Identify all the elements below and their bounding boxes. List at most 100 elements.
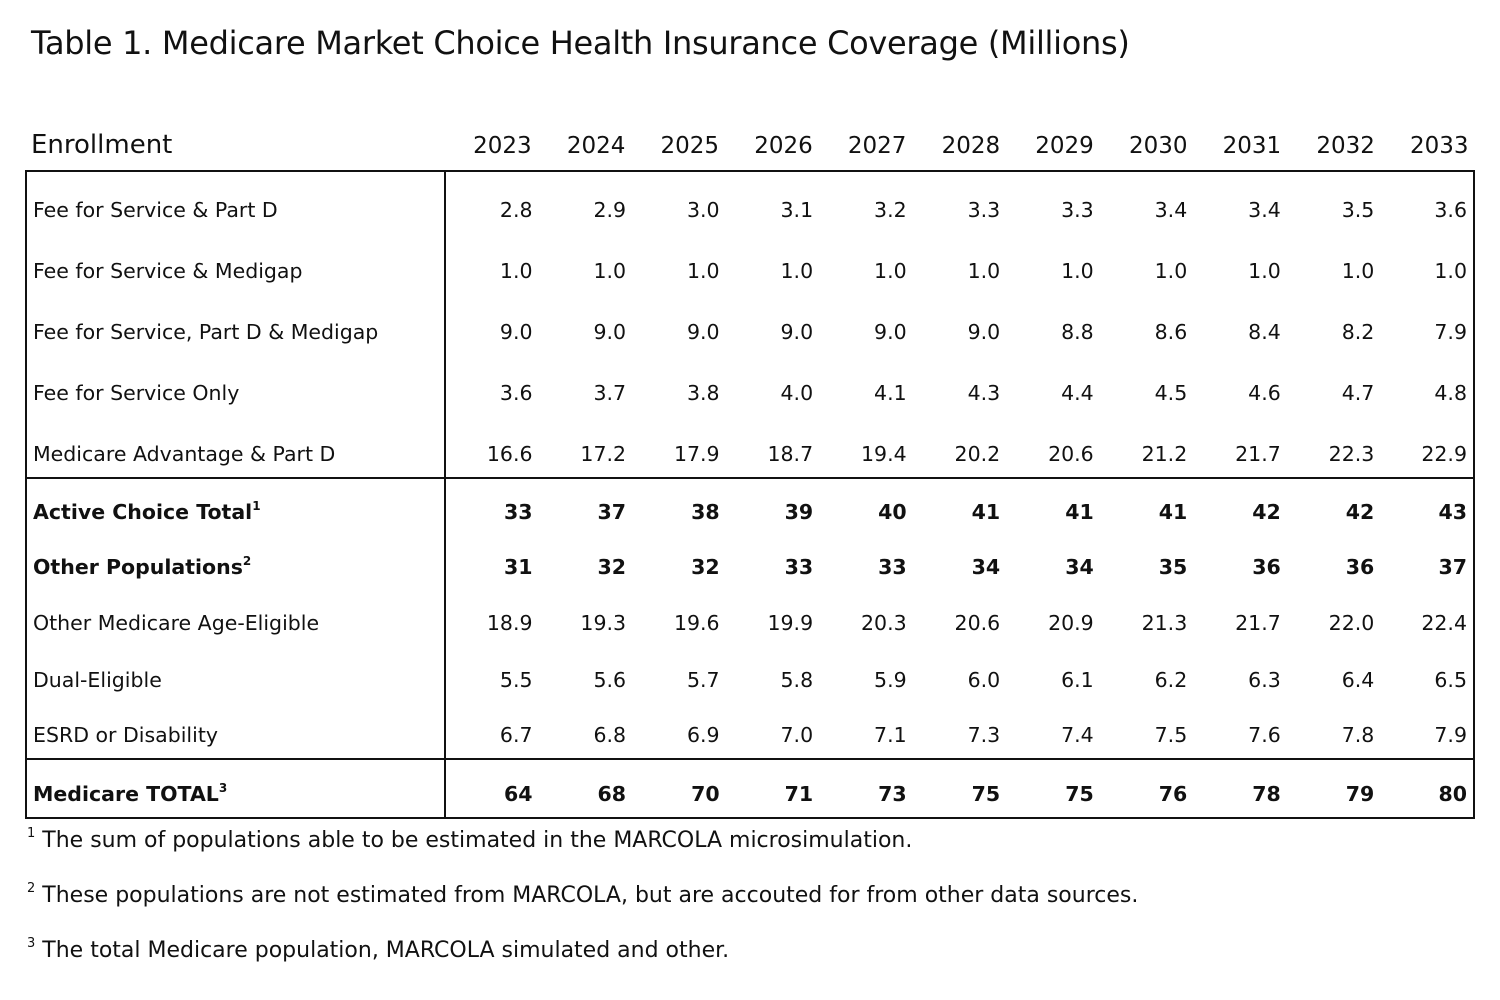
table-cell: 4.8 (1380, 355, 1475, 417)
table-cell: 78 (1193, 757, 1287, 819)
table-cell: 6.1 (1061, 667, 1094, 692)
table-cell: 21.7 (1235, 611, 1281, 636)
table-cell: 4.3 (967, 381, 1001, 406)
row-label-text: Medicare TOTAL (33, 782, 219, 807)
table-row: Fee for Service, Part D & Medigap 9.0 9.0 9… (25, 294, 1475, 356)
footnote: 2 These populations are not estimated fr… (27, 881, 1138, 908)
row-label: Other Populations2 (25, 534, 446, 591)
row-label-text: Other Medicare Age-Eligible (33, 611, 320, 636)
table-cell: 36 (1345, 555, 1375, 580)
table-title: Table 1. Medicare Market Choice Health I… (31, 24, 1130, 62)
header-year: 2033 (1410, 133, 1469, 159)
table-cell: 2.8 (499, 197, 533, 222)
table-row: Fee for Service Only 3.6 3.7 3.8 4.0 4.1 4.3 4.… (25, 355, 1475, 417)
table-cell: 1.0 (1154, 258, 1188, 283)
table-cell: 3.3 (1061, 197, 1094, 222)
table-cell: 7.8 (1341, 723, 1375, 748)
table-cell: 6.2 (1154, 667, 1188, 692)
header-year: 2024 (566, 133, 626, 159)
row-label-text: Fee for Service & Part D (33, 197, 278, 222)
header-year: 2030 (1128, 133, 1188, 159)
table-cell: 4.5 (1154, 381, 1188, 406)
table-cell: 1.0 (499, 258, 533, 283)
table-cell: 37 (1380, 534, 1475, 591)
table-cell: 22.0 (1328, 611, 1375, 636)
table-row: Medicare Advantage & Part D 16.6 17.2 17.9 1… (25, 416, 1475, 478)
table-cell: 40 (819, 476, 913, 535)
table-cell: 76 (1099, 757, 1194, 819)
table-cell: 39 (725, 476, 820, 535)
table-cell: 1.0 (1380, 233, 1475, 295)
table-cell: 21.7 (1235, 441, 1281, 466)
table-cell: 8.4 (1248, 319, 1281, 344)
header-year: 2032 (1316, 133, 1375, 159)
table-row: Other Populations2 31 32 32 33 33 34 34 35 36 36 37 (25, 534, 1475, 591)
table-cell: 19.4 (861, 441, 907, 466)
table-cell: 1.0 (593, 258, 627, 283)
header-year: 2028 (941, 133, 1001, 159)
row-label: Fee for Service & Part D (25, 172, 446, 234)
table-cell: 1.0 (1061, 258, 1094, 283)
table-cell: 19.9 (767, 611, 814, 636)
table-cell: 3.6 (499, 381, 533, 406)
table-row: Other Medicare Age-Eligible 18.9 19.3 19.6 1… (25, 590, 1475, 647)
table-cell: 5.6 (593, 667, 627, 692)
table-cell: 20.6 (1048, 441, 1094, 466)
header-year: 2029 (1035, 133, 1094, 159)
table-cell: 9.0 (874, 319, 907, 344)
table-cell: 1.0 (780, 258, 814, 283)
table-cell: 18.7 (767, 441, 814, 466)
table-cell: 32 (691, 555, 720, 580)
row-label-text: Fee for Service & Medigap (33, 258, 303, 283)
table-cell: 4.0 (780, 381, 814, 406)
table-cell: 3.7 (593, 381, 627, 406)
footnote-mark: 2 (27, 881, 36, 896)
header-enrollment: Enrollment (31, 130, 173, 160)
table-cell: 22.3 (1328, 441, 1375, 466)
row-label-text: Active Choice Total (33, 499, 253, 524)
table-cell: 8.6 (1154, 319, 1188, 344)
row-label: Dual-Eligible (25, 646, 446, 703)
row-label-text: Other Populations (33, 555, 243, 580)
row-label-text: Medicare Advantage & Part D (33, 441, 336, 466)
table-cell: 9.0 (686, 319, 720, 344)
table-row: Active Choice Total1 33 37 38 39 40 41 41 41 42 42… (25, 476, 1475, 535)
row-label: Medicare TOTAL3 (25, 757, 446, 819)
header-year: 2023 (473, 133, 532, 159)
table-cell: 1.0 (874, 258, 907, 283)
table-cell: 6.3 (1248, 667, 1281, 692)
footnote-mark: 3 (27, 936, 36, 951)
table-cell: 3.6 (1380, 172, 1475, 234)
row-label: Fee for Service & Medigap (25, 233, 446, 295)
table-header: Enrollment 2023 2024 2025 2026 2027 2028 2029 2… (25, 128, 1475, 172)
table-cell: 32 (597, 555, 627, 580)
row-label: Other Medicare Age-Eligible (25, 590, 446, 647)
table-cell: 7.4 (1061, 723, 1094, 748)
footnote: 1 The sum of populations able to be esti… (27, 827, 913, 853)
table-row: ESRD or Disability 6.7 6.8 6.9 7.0 7.1 7.3 7.4 7… (25, 702, 1475, 759)
row-label-text: Fee for Service, Part D & Medigap (33, 319, 379, 344)
table-cell: 73 (819, 757, 913, 819)
table-cell: 38 (632, 476, 726, 535)
table-cell: 20.2 (954, 441, 1001, 466)
table-cell: 21.2 (1141, 441, 1188, 466)
table-cell: 42 (1193, 476, 1287, 535)
footnote-text: The sum of populations able to be estima… (42, 828, 913, 853)
table-cell: 3.2 (874, 197, 907, 222)
footnote-text: The total Medicare population, MARCOLA s… (42, 938, 730, 963)
table-cell: 33 (878, 555, 907, 580)
table-cell: 43 (1380, 476, 1475, 535)
table-cell: 35 (1158, 555, 1188, 580)
footnote-ref: 3 (218, 781, 228, 796)
row-label: ESRD or Disability (25, 702, 446, 759)
table-row: Fee for Service & Part D 2.8 2.9 3.0 3.1 3.2 3… (25, 172, 1475, 234)
table-cell: 2.9 (593, 197, 627, 222)
table-cell: 7.0 (780, 723, 814, 748)
row-label-text: Dual-Eligible (33, 667, 162, 692)
table-cell: 7.9 (1380, 702, 1475, 759)
table-cell: 79 (1286, 757, 1381, 819)
table-row: Fee for Service & Medigap 1.0 1.0 1.0 1.0 1.0… (25, 233, 1475, 295)
table-cell: 8.8 (1061, 319, 1094, 344)
table-cell: 9.0 (967, 319, 1001, 344)
table-cell: 1.0 (686, 258, 720, 283)
